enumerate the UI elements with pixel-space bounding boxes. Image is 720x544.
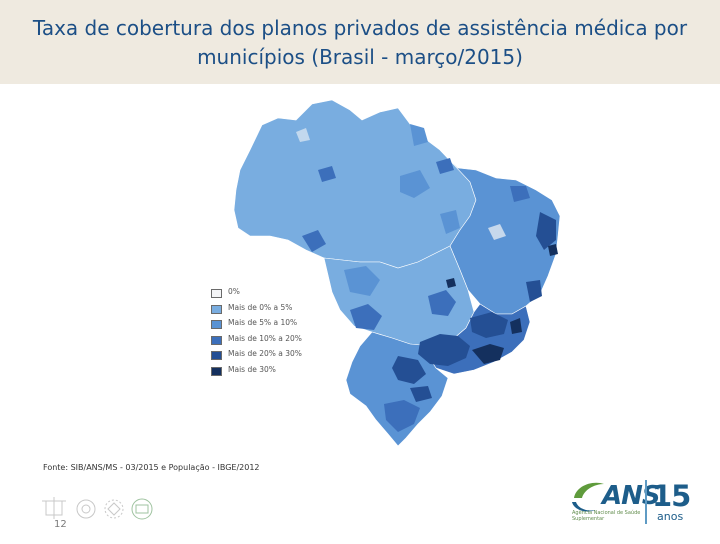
cluster-fortaleza	[510, 186, 530, 202]
cluster-rio	[472, 344, 504, 364]
map-legend: 0% Mais de 0% a 5% Mais de 5% a 10% Mais…	[209, 287, 329, 380]
page-title: Taxa de cobertura dos planos privados de…	[20, 14, 700, 72]
cluster-espirito-santo	[510, 318, 522, 334]
cluster-brasilia	[446, 278, 456, 288]
cluster-manaus	[318, 166, 336, 182]
footer-icons	[42, 495, 162, 523]
title-line-2: municípios (Brasil - março/2015)	[197, 45, 523, 69]
legend-swatch	[211, 320, 222, 329]
cluster-recife	[548, 244, 558, 256]
legend-label: Mais de 10% a 20%	[228, 333, 302, 343]
cluster-light-ne	[488, 224, 506, 240]
ans-logo	[566, 476, 696, 530]
legend-label: 0%	[228, 287, 240, 296]
cluster-light-n	[296, 128, 310, 142]
cluster-belem	[436, 158, 454, 174]
legend-swatch	[211, 366, 222, 376]
ans-swoosh-icon	[572, 482, 604, 512]
title-banner: Taxa de cobertura dos planos privados de…	[0, 0, 720, 84]
cluster-tocantins	[440, 210, 460, 234]
region-north	[233, 99, 477, 269]
wreath-icon	[104, 499, 124, 519]
cluster-minas	[470, 312, 508, 338]
cluster-parana	[392, 356, 426, 384]
cluster-mt	[344, 266, 380, 296]
legend-item: Mais de 0% a 5%	[209, 303, 329, 319]
cluster-ne-coast	[536, 212, 556, 250]
cluster-para-east	[400, 170, 430, 198]
anniversary-word: anos	[657, 510, 684, 523]
legend-item: 0%	[209, 287, 329, 303]
legend-label: Mais de 5% a 10%	[228, 318, 298, 327]
seal-icon	[42, 497, 66, 519]
cluster-sao-paulo	[418, 334, 470, 366]
title-line-1: Taxa de cobertura dos planos privados de…	[32, 16, 688, 40]
legend-item: Mais de 20% a 30%	[209, 349, 329, 365]
flower-emblem-icon	[76, 499, 96, 519]
cluster-amapa	[410, 124, 428, 146]
legend-swatch	[211, 351, 222, 360]
source-note: Fonte: SIB/ANS/MS - 03/2015 e População …	[43, 463, 260, 472]
legend-item: Mais de 5% a 10%	[209, 318, 329, 334]
legend-label: Mais de 30%	[228, 364, 276, 374]
anniversary-number: 15	[652, 479, 691, 513]
ans-subtitle: Agência Nacional de Saúde Suplementar	[572, 510, 641, 522]
logo-divider	[645, 480, 647, 524]
ans-wordmark: ANS	[602, 481, 661, 511]
legend-swatch	[211, 335, 222, 345]
legend-item: Mais de 10% a 20%	[209, 334, 329, 350]
cluster-goias	[428, 290, 456, 316]
legend-swatch	[211, 304, 222, 314]
shield-badge-icon	[131, 498, 153, 520]
cluster-salvador	[526, 280, 542, 302]
cluster-rs	[384, 400, 420, 432]
legend-label: Mais de 0% a 5%	[228, 302, 293, 312]
page-number: 12	[54, 519, 67, 530]
legend-swatch	[211, 289, 222, 298]
cluster-rondonia	[302, 230, 326, 252]
legend-label: Mais de 20% a 30%	[228, 349, 302, 358]
cluster-sc	[410, 386, 432, 402]
cluster-ms	[350, 304, 382, 330]
legend-item: Mais de 30%	[209, 365, 329, 381]
